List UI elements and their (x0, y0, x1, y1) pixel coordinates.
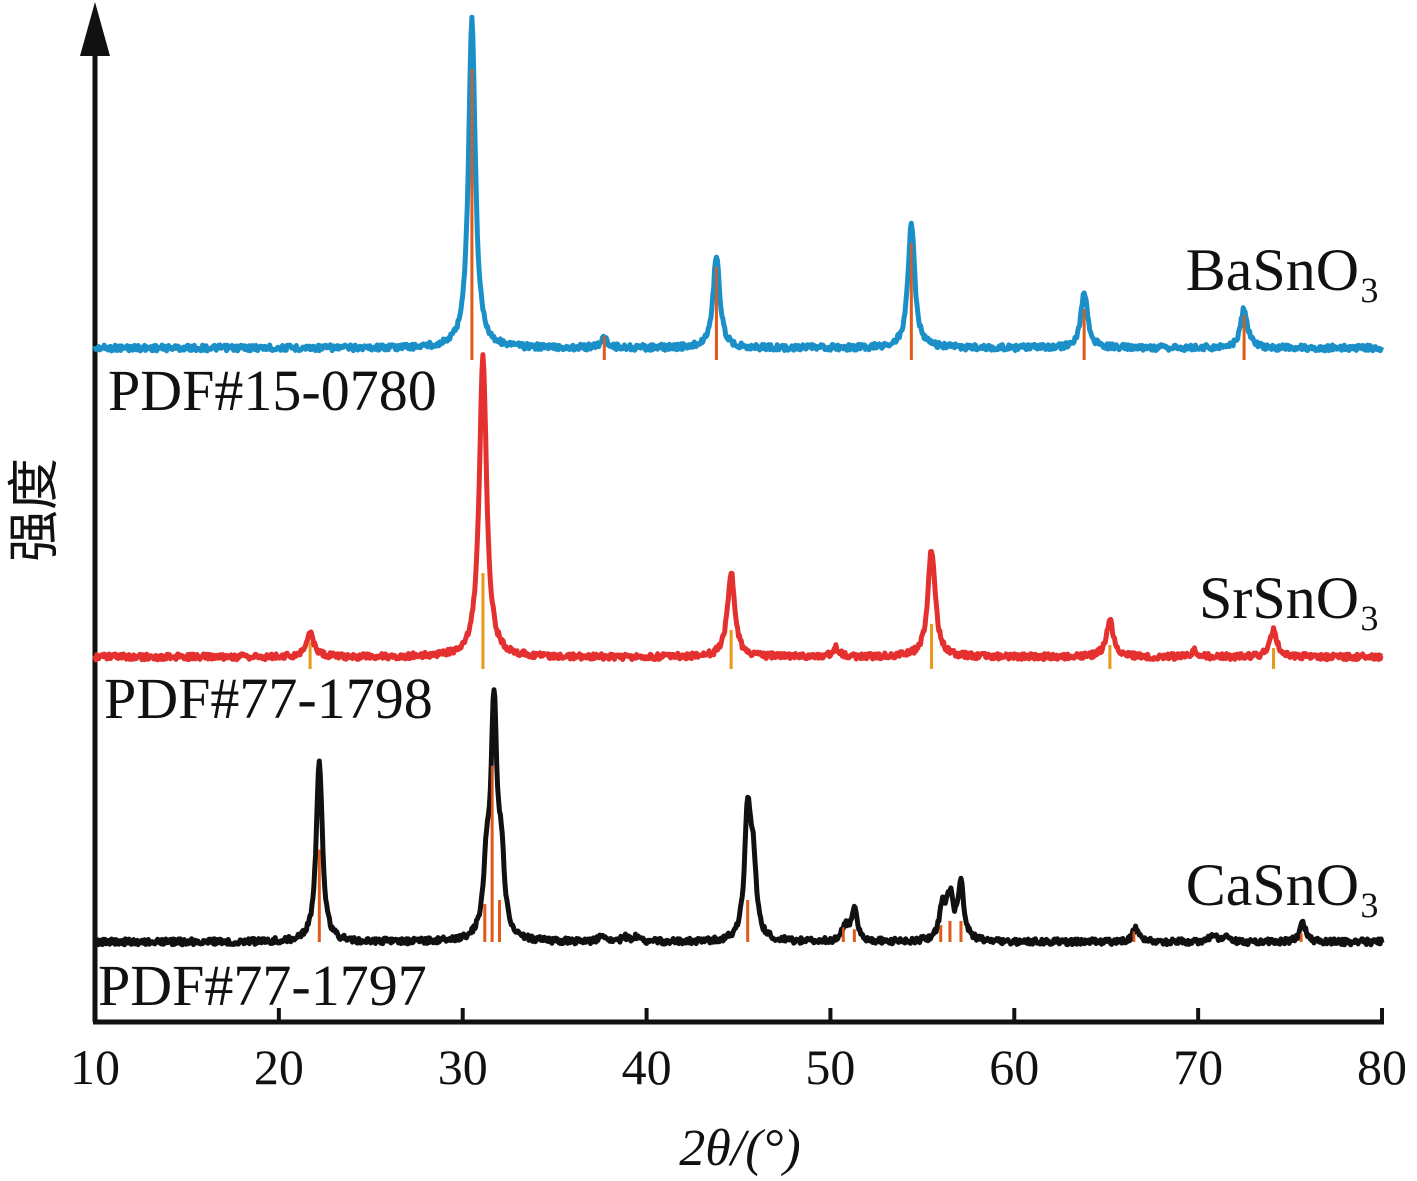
x-tick-label-80: 80 (1357, 1039, 1407, 1095)
series-0 (92, 14, 1385, 360)
x-tick-labels: 10 20 30 40 50 60 70 80 (70, 1039, 1407, 1095)
y-axis-arrow (80, 2, 110, 56)
reference-label-2: PDF#77-1797 (98, 953, 427, 1018)
reference-label-0: PDF#15-0780 (108, 358, 437, 423)
series-1 (92, 352, 1384, 669)
x-tick-label-70: 70 (1173, 1039, 1223, 1095)
x-tick-label-20: 20 (254, 1039, 304, 1095)
x-tick-label-30: 30 (438, 1039, 488, 1095)
labels-layer: BaSnO₃ PDF#15-0780 SrSnO₃ PDF#77-1798 CaSnO₃… (98, 237, 1380, 1018)
x-tick-label-10: 10 (70, 1039, 120, 1095)
x-ticks (93, 1008, 1384, 1022)
x-tick-label-50: 50 (805, 1039, 855, 1095)
pattern-line-1 (92, 352, 1384, 663)
reference-label-1: PDF#77-1798 (104, 666, 433, 731)
series-label-1: SrSnO₃ (1199, 565, 1380, 631)
series-layer (92, 14, 1385, 948)
axes (80, 2, 1384, 1025)
reference-sticks-0 (470, 69, 1246, 360)
x-tick-label-60: 60 (989, 1039, 1039, 1095)
pattern-line-2 (92, 687, 1385, 948)
reference-sticks-2 (317, 765, 1303, 942)
reference-sticks-overlay-2 (318, 765, 1303, 942)
x-tick-label-40: 40 (622, 1039, 672, 1095)
pattern-line-0 (92, 14, 1385, 354)
reference-sticks-overlay-0 (470, 69, 1246, 360)
x-axis-title: 2θ/(°) (679, 1120, 800, 1177)
series-label-0: BaSnO₃ (1186, 237, 1380, 303)
series-label-2: CaSnO₃ (1186, 852, 1380, 918)
reference-sticks-overlay-1 (308, 573, 1275, 669)
series-2 (92, 687, 1385, 948)
y-axis-title: 强度 (7, 458, 64, 562)
